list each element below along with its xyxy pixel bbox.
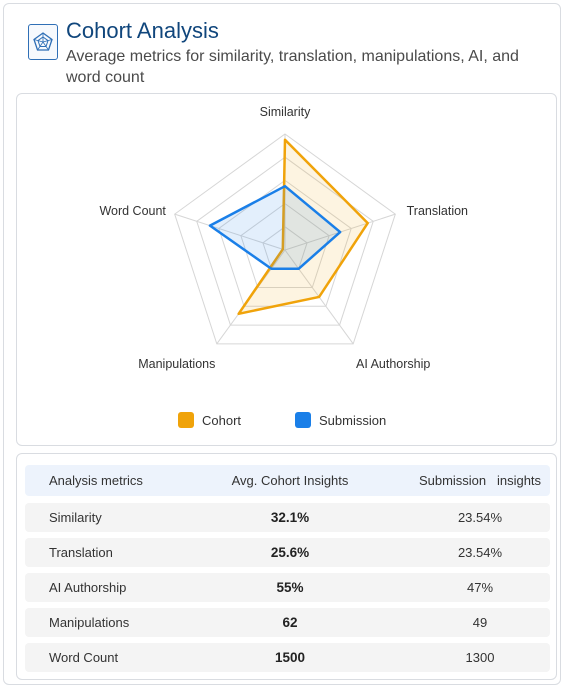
submission-value: 1300 xyxy=(465,650,495,665)
metric-name: Translation xyxy=(49,545,113,560)
cohort-value: 55% xyxy=(276,580,304,595)
legend-swatch-cohort xyxy=(178,412,194,428)
cohort-value: 1500 xyxy=(274,650,306,665)
table-row: Translation 25.6% 23.54% xyxy=(25,538,550,567)
submission-value: 49 xyxy=(472,615,488,630)
metric-name: AI Authorship xyxy=(49,580,127,595)
table-row: Manipulations 62 49 xyxy=(25,608,550,637)
metric-name: Manipulations xyxy=(49,615,130,630)
submission-value: 47% xyxy=(466,580,494,595)
table-row: Word Count 1500 1300 xyxy=(25,643,550,672)
grid-ring xyxy=(218,179,352,307)
radar-chart-icon xyxy=(28,24,58,60)
page-subtitle: Average metrics for similarity, translat… xyxy=(66,48,519,86)
legend-item-cohort[interactable]: Cohort xyxy=(178,412,241,428)
metric-name: Word Count xyxy=(49,650,119,665)
page-title: Cohort Analysis xyxy=(66,18,219,43)
table-row: Similarity 32.1% 23.54% xyxy=(25,503,550,532)
legend-label-cohort: Cohort xyxy=(202,412,242,428)
metrics-table: Analysis metrics Avg. Cohort Insights Su… xyxy=(16,453,557,680)
series-submission xyxy=(208,184,342,271)
chart-legend: Cohort Submission xyxy=(17,412,558,432)
table-header: Analysis metrics Avg. Cohort Insights Su… xyxy=(25,465,550,496)
axis-label-similarity: Similarity xyxy=(260,105,311,119)
radar-chart: Similarity Translation AI Authorship Manipu… xyxy=(99,105,468,371)
legend-item-submission[interactable]: Submission xyxy=(295,412,386,428)
axis-label-word-count: Word Count xyxy=(99,204,166,218)
axis-label-ai-authorship: AI Authorship xyxy=(356,357,430,371)
column-header-metrics: Analysis metrics xyxy=(49,473,143,488)
axis-label-translation: Translation xyxy=(407,204,468,218)
legend-swatch-submission xyxy=(295,412,311,428)
grid-ring xyxy=(240,202,330,289)
column-header-cohort: Avg. Cohort Insights xyxy=(231,473,349,488)
series-cohort xyxy=(237,138,369,316)
cohort-value: 32.1% xyxy=(270,510,310,525)
metric-name: Similarity xyxy=(49,510,102,525)
axis-label-manipulations: Manipulations xyxy=(138,357,215,371)
table-row: AI Authorship 55% 47% xyxy=(25,573,550,602)
radar-chart-panel: Similarity Translation AI Authorship Manipu… xyxy=(16,93,557,446)
grid-spoke xyxy=(174,213,286,251)
column-header-submission: Submission insights xyxy=(418,473,542,488)
submission-value: 23.54% xyxy=(457,510,503,525)
legend-label-submission: Submission xyxy=(319,412,387,428)
grid-ring xyxy=(174,133,396,345)
submission-value: 23.54% xyxy=(457,545,503,560)
cohort-value: 25.6% xyxy=(270,545,310,560)
cohort-value: 62 xyxy=(282,615,298,630)
grid-ring xyxy=(196,156,374,326)
